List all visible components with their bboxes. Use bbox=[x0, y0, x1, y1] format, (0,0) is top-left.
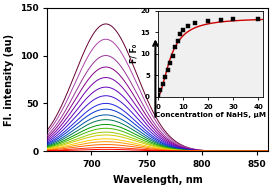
Y-axis label: Fl. intensity (au): Fl. intensity (au) bbox=[4, 33, 14, 125]
X-axis label: Wavelength, nm: Wavelength, nm bbox=[113, 175, 202, 185]
